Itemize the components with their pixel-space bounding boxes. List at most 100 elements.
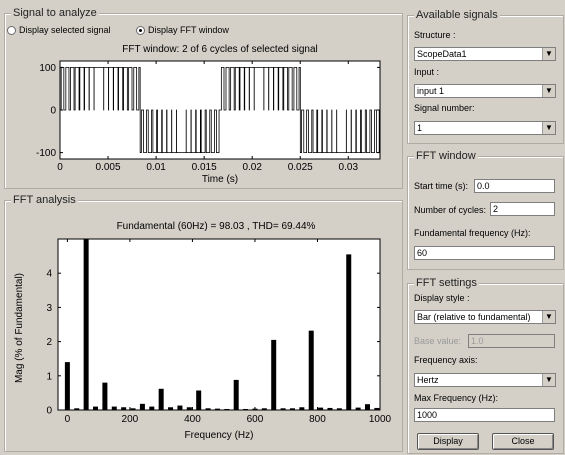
fft-bar (364, 404, 370, 410)
signal-to-analyze-panel: Signal to analyze (4, 7, 403, 189)
signal-y-tick-label: 100 (39, 63, 56, 74)
fft-x-axis-label: Frequency (Hz) (185, 430, 254, 441)
signal-number-dropdown[interactable]: 1 ▼ (414, 121, 556, 135)
structure-value: ScopeData1 (417, 49, 467, 59)
fft-bar (111, 406, 117, 410)
fft-window-title: FFT window (414, 150, 478, 162)
display-style-label: Display style : (414, 293, 470, 303)
fft-bar (346, 254, 352, 410)
signal-trace (60, 66, 380, 154)
input-dropdown[interactable]: input 1 ▼ (414, 84, 556, 98)
radio-icon[interactable] (7, 25, 16, 35)
fft-y-tick-label: 3 (46, 303, 52, 314)
base-value-input: 1.0 (468, 334, 555, 348)
signal-x-tick-label: 0.005 (96, 162, 121, 173)
fft-bar (158, 388, 164, 410)
fft-bar (327, 407, 333, 410)
fft-window-panel: FFT window (407, 150, 564, 270)
input-value: input 1 (417, 86, 445, 96)
max-frequency-input[interactable]: 1000 (414, 408, 555, 422)
fft-x-tick-label: 600 (247, 414, 264, 425)
cycles-label: Number of cycles: (414, 205, 487, 215)
chevron-down-icon[interactable]: ▼ (542, 122, 555, 134)
fft-chart: Fundamental (60Hz) = 98.03 , THD= 69.44%… (14, 221, 392, 441)
structure-label: Structure : (414, 30, 456, 40)
radio-display-selected-signal[interactable]: Display selected signal (7, 25, 111, 35)
fundamental-frequency-label: Fundamental frequency (Hz): (414, 228, 531, 238)
fft-bar (224, 408, 230, 410)
fft-bar (83, 239, 89, 410)
signal-x-tick-label: 0.03 (339, 162, 359, 173)
signal-y-tick-label: -100 (36, 148, 56, 159)
signal-chart: FFT window: 2 of 6 cycles of selected si… (36, 44, 381, 185)
fft-bar (64, 362, 70, 410)
structure-dropdown[interactable]: ScopeData1 ▼ (414, 47, 556, 61)
fft-bar (139, 403, 145, 410)
fft-bar (102, 382, 108, 410)
fft-bar (308, 330, 314, 410)
radio-checked-icon[interactable] (136, 25, 145, 35)
display-style-dropdown[interactable]: Bar (relative to fundamental) ▼ (414, 310, 556, 324)
fft-bar (374, 407, 380, 410)
fft-settings-title: FFT settings (414, 277, 479, 289)
signal-x-axis-label: Time (s) (202, 174, 238, 185)
frequency-axis-value: Hertz (417, 375, 439, 385)
chevron-down-icon[interactable]: ▼ (542, 85, 555, 97)
radio-display-fft-window[interactable]: Display FFT window (136, 25, 229, 35)
frequency-axis-dropdown[interactable]: Hertz ▼ (414, 373, 556, 387)
fft-bar (261, 408, 267, 410)
fft-bar (280, 408, 286, 410)
fft-bar (168, 407, 174, 410)
fft-bar (205, 408, 211, 410)
fft-y-tick-label: 2 (46, 337, 52, 348)
display-button[interactable]: Display (417, 433, 479, 450)
fft-chart-title: Fundamental (60Hz) = 98.03 , THD= 69.44% (117, 221, 316, 232)
signal-number-label: Signal number: (414, 103, 475, 113)
signal-x-tick-label: 0.025 (288, 162, 313, 173)
radio-fft-label: Display FFT window (148, 25, 229, 35)
fft-bar (318, 407, 324, 410)
max-frequency-label: Max Frequency (Hz): (414, 393, 499, 403)
cycles-input[interactable]: 2 (490, 202, 555, 216)
fft-analysis-panel: FFT analysis (4, 194, 403, 452)
chevron-down-icon[interactable]: ▼ (542, 311, 555, 323)
fft-settings-panel: FFT settings (407, 277, 564, 454)
signal-x-tick-label: 0 (57, 162, 63, 173)
fft-bar (214, 408, 220, 410)
start-time-input[interactable]: 0.0 (474, 179, 555, 193)
fft-analysis-title: FFT analysis (11, 194, 78, 206)
base-value-label: Base value: (414, 336, 462, 346)
fft-bar (271, 339, 277, 410)
chevron-down-icon[interactable]: ▼ (542, 374, 555, 386)
fft-bar (74, 408, 80, 410)
fundamental-frequency-input[interactable]: 60 (414, 246, 555, 260)
fft-bar (149, 406, 155, 410)
signal-number-value: 1 (417, 123, 423, 133)
input-label: Input : (414, 67, 440, 77)
signal-y-tick-label: 0 (50, 106, 56, 117)
fft-y-axis-label: Mag (% of Fundamental) (14, 273, 25, 383)
display-style-value: Bar (relative to fundamental) (417, 312, 531, 322)
signal-x-tick-label: 0.02 (242, 162, 262, 173)
fft-x-tick-label: 400 (184, 414, 201, 425)
signal-chart-title: FFT window: 2 of 6 cycles of selected si… (122, 44, 317, 55)
signal-panel-title: Signal to analyze (11, 7, 99, 19)
fft-x-tick-label: 1000 (369, 414, 392, 425)
chevron-down-icon[interactable]: ▼ (542, 48, 555, 60)
fft-bar (299, 407, 305, 410)
fft-y-tick-label: 4 (46, 269, 52, 280)
fft-bar (233, 379, 239, 410)
radio-selected-label: Display selected signal (19, 25, 111, 35)
fft-bar (186, 407, 192, 410)
fft-bar (355, 407, 361, 410)
fft-x-tick-label: 800 (309, 414, 326, 425)
close-button[interactable]: Close (492, 433, 554, 450)
signal-x-tick-label: 0.015 (192, 162, 217, 173)
fft-bar (130, 408, 136, 410)
fft-bar (243, 408, 249, 410)
fft-x-tick-label: 200 (122, 414, 139, 425)
available-signals-title: Available signals (414, 9, 500, 21)
fft-bar (336, 408, 342, 410)
fft-x-tick-label: 0 (65, 414, 71, 425)
fft-y-tick-label: 0 (46, 406, 52, 417)
